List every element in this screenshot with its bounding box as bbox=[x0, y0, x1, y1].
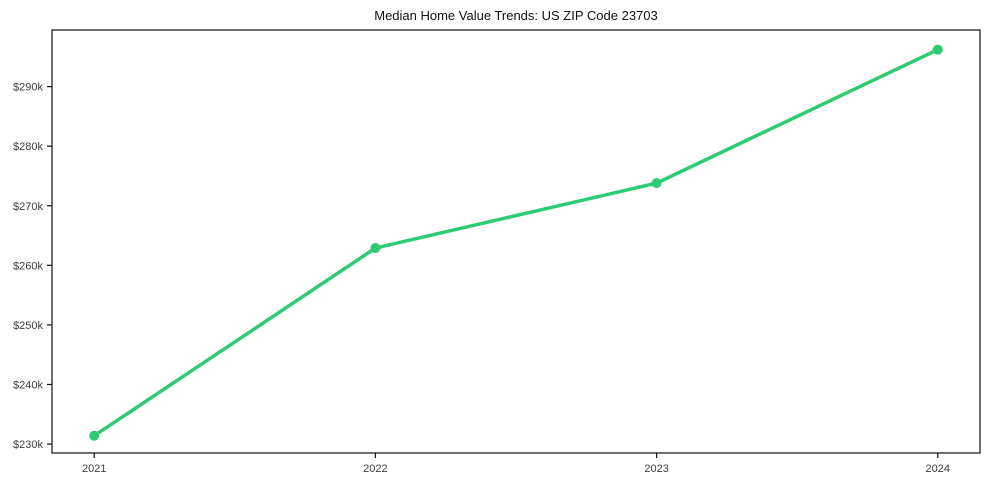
axes-spines bbox=[51, 29, 981, 454]
x-tick-label: 2023 bbox=[644, 463, 668, 475]
y-tick-label: $230k bbox=[13, 439, 43, 451]
data-point-marker bbox=[932, 44, 943, 55]
plot-area: $230k $240k $250k $260k $270k $280k $290k 2021 2… bbox=[13, 29, 981, 475]
data-point-marker bbox=[651, 178, 662, 189]
y-tick-label: $280k bbox=[13, 141, 43, 153]
y-tick-label: $240k bbox=[13, 379, 43, 391]
x-tick-label: 2024 bbox=[926, 463, 950, 475]
y-tick-label: $270k bbox=[13, 201, 43, 213]
trend-line bbox=[92, 47, 940, 438]
y-tick-label: $260k bbox=[13, 260, 43, 272]
x-tick-label: 2021 bbox=[82, 463, 106, 475]
x-tick-label: 2022 bbox=[363, 463, 387, 475]
y-tick-label: $250k bbox=[13, 320, 43, 332]
y-tick-label: $290k bbox=[13, 82, 43, 94]
data-point-marker bbox=[370, 243, 381, 254]
data-point-marker bbox=[89, 430, 100, 441]
chart-title: Median Home Value Trends: US ZIP Code 23… bbox=[374, 8, 658, 23]
